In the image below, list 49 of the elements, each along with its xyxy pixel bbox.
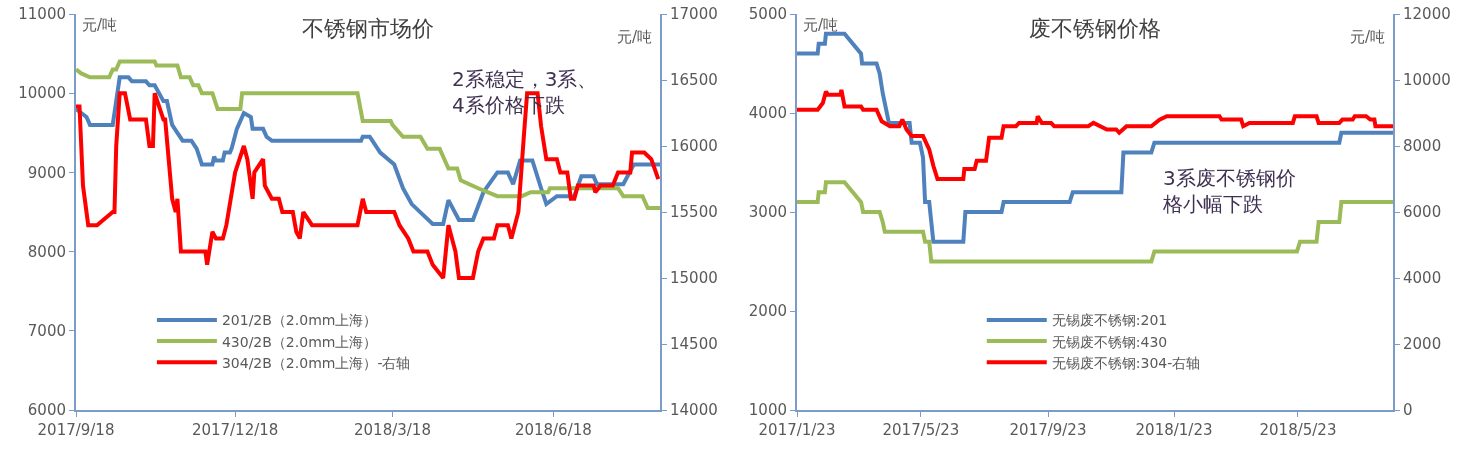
x-tick-label: 2017/9/18	[37, 421, 115, 439]
y-tick-label: 5000	[748, 5, 787, 24]
y-tick-label: 1000	[748, 401, 787, 420]
y-tick-label: 2000	[748, 302, 787, 321]
x-tick-label: 2018/6/18	[514, 421, 592, 439]
y2-tick-label: 6000	[1403, 203, 1442, 222]
y-tick-label: 7000	[27, 322, 66, 341]
y-axis-title: 元/吨	[803, 16, 839, 34]
y2-tick-label: 0	[1403, 401, 1413, 420]
y2-tick-label: 2000	[1403, 335, 1442, 354]
y-tick-label: 3000	[748, 203, 787, 222]
line-series	[76, 59, 660, 211]
y2-tick-label: 12000	[1403, 5, 1451, 24]
chart-title: 不锈钢市场价	[302, 16, 434, 41]
y-axis-title: 元/吨	[82, 16, 118, 34]
y2-tick-label: 8000	[1403, 137, 1442, 156]
x-tick-label: 2018/1/23	[1135, 421, 1213, 439]
line-series	[76, 91, 660, 280]
legend-label: 无锡废不锈钢:304-右轴	[1051, 354, 1201, 371]
y2-tick-label: 10000	[1403, 71, 1451, 90]
y2-tick-label: 4000	[1403, 269, 1442, 288]
x-tick-label: 2017/9/23	[1009, 421, 1087, 439]
legend-label: 无锡废不锈钢:430	[1051, 333, 1168, 350]
x-tick-label: 2017/5/23	[882, 421, 960, 439]
y-tick-label: 4000	[748, 104, 787, 123]
y2-tick-label: 16000	[670, 137, 718, 156]
y-tick-label: 8000	[27, 242, 66, 261]
y2-tick-label: 14500	[670, 335, 718, 354]
y-tick-label: 10000	[18, 84, 66, 103]
x-tick-label: 2018/5/23	[1259, 421, 1337, 439]
y2-tick-label: 15500	[670, 203, 718, 222]
x-tick-label: 2017/12/18	[191, 421, 279, 439]
annotation: 3系废不锈钢价格小幅下跌	[1162, 166, 1296, 216]
legend-label: 201/2B（2.0mm上海）	[221, 312, 378, 329]
y2-tick-label: 16500	[670, 71, 718, 90]
legend-label: 304/2B（2.0mm上海）-右轴	[221, 354, 411, 371]
legend-label: 无锡废不锈钢:201	[1051, 312, 1168, 329]
y2-axis-title: 元/吨	[617, 28, 653, 46]
x-tick-label: 2017/1/23	[758, 421, 836, 439]
y2-tick-label: 14000	[670, 401, 718, 420]
y-tick-label: 11000	[18, 5, 66, 24]
y-tick-label: 9000	[27, 163, 66, 182]
y2-tick-label: 17000	[670, 5, 718, 24]
chart-title: 废不锈钢价格	[1029, 16, 1161, 41]
y2-tick-label: 15000	[670, 269, 718, 288]
y-tick-label: 6000	[27, 401, 66, 420]
legend-label: 430/2B（2.0mm上海）	[221, 333, 378, 350]
x-tick-label: 2018/3/18	[354, 421, 431, 439]
y2-axis-title: 元/吨	[1350, 28, 1386, 46]
